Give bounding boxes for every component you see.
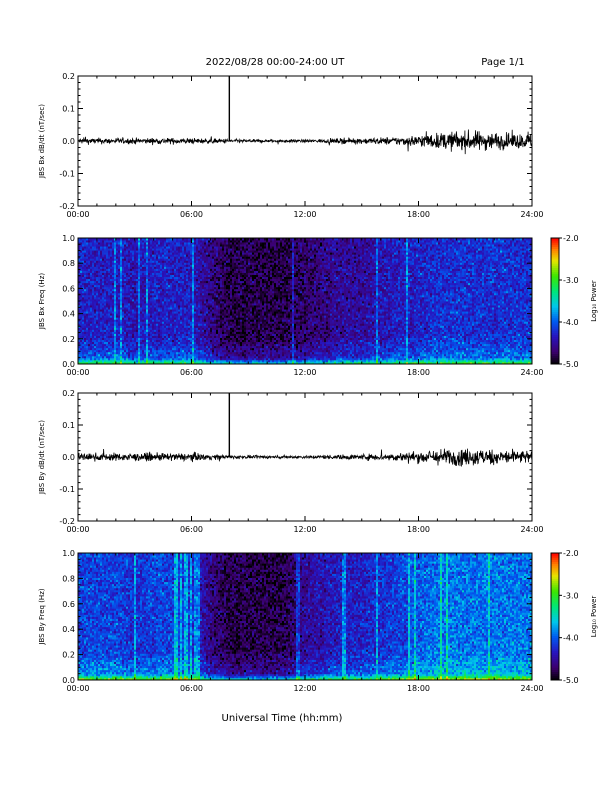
colorbar-tick-label: -4.0 bbox=[563, 318, 579, 327]
x-tick-label: 12:00 bbox=[293, 684, 316, 693]
colorbar-tick-label: -3.0 bbox=[563, 276, 579, 285]
signal-trace bbox=[77, 129, 533, 155]
panel-1: 00:00 06:00 12:00 18:00 24:00 0.2 0.1 0.0 -0.1 -0… bbox=[38, 72, 544, 219]
x-tick-label: 18:00 bbox=[407, 368, 430, 377]
y-tick-label: 1.0 bbox=[62, 234, 75, 243]
x-tick-label: 18:00 bbox=[407, 210, 430, 219]
x-tick-label: 12:00 bbox=[293, 525, 316, 534]
y-axis-label: JBS Bx Freq (Hz) bbox=[38, 273, 46, 330]
y-tick-label: 0.6 bbox=[62, 600, 75, 609]
x-tick-label: 24:00 bbox=[520, 368, 543, 377]
x-tick-label: 00:00 bbox=[66, 525, 89, 534]
x-tick-label: 06:00 bbox=[180, 368, 203, 377]
y-tick-label: 0.6 bbox=[62, 284, 75, 293]
y-tick-label: 0.0 bbox=[62, 360, 75, 369]
y-tick-label: 0.0 bbox=[62, 137, 75, 146]
colorbar-tick-label: -2.0 bbox=[563, 549, 579, 558]
y-tick-label: 0.1 bbox=[62, 105, 75, 114]
colorbar-label: Log₁₀ Power bbox=[590, 596, 598, 638]
colorbar-tick-label: -4.0 bbox=[563, 634, 579, 643]
x-tick-label: 18:00 bbox=[407, 525, 430, 534]
x-tick-label: 24:00 bbox=[520, 210, 543, 219]
y-axis-label: JBS Bx dB/dt (nT/sec) bbox=[38, 104, 46, 179]
y-tick-label: 0.4 bbox=[62, 310, 75, 319]
colorbar-label: Log₁₀ Power bbox=[590, 280, 598, 322]
x-tick-label: 06:00 bbox=[180, 684, 203, 693]
x-tick-label: 24:00 bbox=[520, 525, 543, 534]
y-tick-label: 0.0 bbox=[62, 676, 75, 685]
y-tick-label: -0.1 bbox=[59, 485, 75, 494]
x-tick-label: 06:00 bbox=[180, 210, 203, 219]
x-tick-label: 24:00 bbox=[520, 684, 543, 693]
y-axis-label: JBS By Freq (Hz) bbox=[38, 588, 46, 645]
x-tick-label: 18:00 bbox=[407, 684, 430, 693]
colorbar-2: -2.0 -3.0 -4.0 -5.0 Log₁₀ Power bbox=[550, 234, 598, 369]
y-tick-label: 0.1 bbox=[62, 421, 75, 430]
panels-group: 00:00 06:00 12:00 18:00 24:00 0.2 0.1 0.0 -0.1 -0… bbox=[38, 72, 598, 693]
colorbar-tick-label: -5.0 bbox=[563, 360, 579, 369]
x-tick-label: 00:00 bbox=[66, 684, 89, 693]
page-indicator: Page 1/1 bbox=[481, 57, 524, 68]
colorbar-tick-label: -5.0 bbox=[563, 676, 579, 685]
y-tick-label: 0.8 bbox=[62, 574, 75, 583]
y-tick-label: 1.0 bbox=[62, 549, 75, 558]
y-tick-label: -0.1 bbox=[59, 170, 75, 179]
y-tick-label: 0.2 bbox=[62, 335, 75, 344]
signal-trace bbox=[77, 448, 533, 467]
panel-3: 00:00 06:00 12:00 18:00 24:00 0.2 0.1 0.0 -0.1 -0… bbox=[38, 389, 544, 534]
x-axis-title: Universal Time (hh:mm) bbox=[222, 713, 343, 724]
x-tick-label: 00:00 bbox=[66, 368, 89, 377]
y-tick-label: -0.2 bbox=[59, 517, 75, 526]
panel-4: -2.0 -3.0 -4.0 -5.0 Log₁₀ Power 00:00 06:00 12:… bbox=[38, 549, 598, 693]
figure-title: 2022/08/28 00:00-24:00 UT bbox=[206, 57, 346, 68]
y-tick-label: -0.2 bbox=[59, 202, 75, 211]
panel-2: -2.0 -3.0 -4.0 -5.0 Log₁₀ Power 00:00 06:00 12:… bbox=[38, 234, 598, 377]
colorbar-frame bbox=[550, 552, 560, 681]
colorbar-frame bbox=[550, 237, 560, 365]
x-tick-label: 06:00 bbox=[180, 525, 203, 534]
y-tick-label: 0.0 bbox=[62, 453, 75, 462]
spectrogram bbox=[78, 553, 533, 681]
colorbar-tick-label: -2.0 bbox=[563, 234, 579, 243]
y-tick-label: 0.8 bbox=[62, 259, 75, 268]
y-axis-label: JBS By dB/dt (nT/sec) bbox=[38, 420, 46, 495]
x-tick-label: 12:00 bbox=[293, 368, 316, 377]
y-tick-label: 0.2 bbox=[62, 72, 75, 81]
colorbar-tick-label: -3.0 bbox=[563, 591, 579, 600]
colorbar-4: -2.0 -3.0 -4.0 -5.0 Log₁₀ Power bbox=[550, 549, 598, 685]
y-tick-label: 0.4 bbox=[62, 625, 75, 634]
y-tick-label: 0.2 bbox=[62, 389, 75, 398]
spectrogram bbox=[78, 238, 533, 365]
y-tick-label: 0.2 bbox=[62, 651, 75, 660]
x-tick-label: 00:00 bbox=[66, 210, 89, 219]
x-tick-label: 12:00 bbox=[293, 210, 316, 219]
